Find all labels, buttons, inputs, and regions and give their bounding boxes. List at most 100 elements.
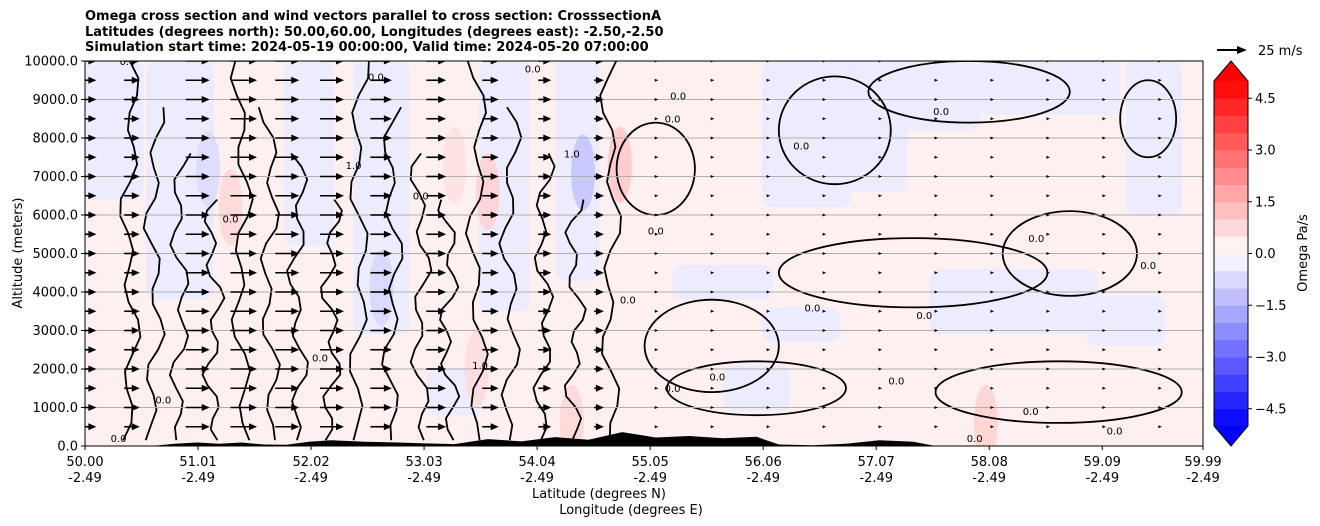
wind-vector-2-4 xyxy=(185,134,210,142)
wind-vector-6-11 xyxy=(370,269,392,277)
wind-vector-16-18 xyxy=(934,406,939,409)
colorbar-segment-7 xyxy=(1214,288,1248,306)
wind-vector-head xyxy=(878,175,883,178)
wind-vector-head xyxy=(710,232,715,236)
wind-vector-head xyxy=(766,290,771,294)
wind-vector-head xyxy=(249,384,258,392)
wind-vector-head xyxy=(438,192,447,200)
wind-vector-17-11 xyxy=(990,271,994,275)
wind-vector-head xyxy=(654,98,659,101)
wind-vector-head xyxy=(595,288,604,296)
wind-vector-11-6 xyxy=(654,175,659,178)
wind-vector-head xyxy=(1158,117,1162,121)
wind-vector-head xyxy=(131,404,140,411)
x-tick-lat-label-10: 59.99 xyxy=(1184,455,1221,470)
wind-vector-head xyxy=(878,329,883,332)
wind-vector-10-13 xyxy=(594,307,604,315)
wind-vector-11-19 xyxy=(654,425,659,429)
wind-vector-head xyxy=(990,213,994,217)
wind-vector-head xyxy=(878,406,883,409)
wind-vector-13-14 xyxy=(766,329,771,332)
wind-vector-19-19 xyxy=(1102,425,1106,429)
wind-vector-13-7 xyxy=(766,194,771,198)
wind-vector-head xyxy=(88,134,97,142)
wind-vector-1-3 xyxy=(124,115,140,123)
wind-vector-head xyxy=(543,384,552,392)
wind-vector-head xyxy=(131,365,140,373)
wind-vector-head xyxy=(490,384,499,392)
wind-vector-11-4 xyxy=(654,136,659,140)
wind-vector-head xyxy=(595,192,604,200)
wind-vector-8-15 xyxy=(482,346,499,354)
contour-label-11: 0.0 xyxy=(620,296,636,307)
wind-vector-head xyxy=(878,309,883,313)
x-tick-lon-label-8: -2.49 xyxy=(972,471,1006,486)
wind-vector-7-12 xyxy=(426,288,447,296)
wind-vector-4-13 xyxy=(275,307,300,315)
wind-vector-head xyxy=(88,115,97,123)
x-axis: 50.00-2.4951.01-2.4952.02-2.4953.03-2.49… xyxy=(66,446,1222,486)
wind-vector-3-1 xyxy=(230,76,258,84)
wind-vector-15-19 xyxy=(878,425,883,429)
wind-vector-head xyxy=(710,117,715,121)
wind-vector-5-5 xyxy=(320,153,345,161)
wind-vector-head xyxy=(766,309,771,313)
wind-vector-17-4 xyxy=(990,136,994,140)
wind-vector-head xyxy=(201,61,210,65)
wind-vector-head xyxy=(1158,367,1162,371)
wind-vector-head xyxy=(766,386,771,390)
wind-vector-12-4 xyxy=(710,136,715,140)
wind-vector-head xyxy=(934,232,939,236)
contour-label-8: 0.0 xyxy=(648,226,664,237)
wind-vector-3-5 xyxy=(230,153,258,161)
wind-vector-15-16 xyxy=(878,367,883,371)
wind-vector-head xyxy=(1046,348,1050,352)
wind-vector-head xyxy=(383,404,392,411)
quiver-key: 25 m/s xyxy=(1217,44,1303,59)
wind-vector-head xyxy=(1046,290,1050,294)
wind-vector-head xyxy=(249,404,258,411)
wind-vector-head xyxy=(88,327,97,334)
wind-vector-16-9 xyxy=(934,232,939,236)
wind-vector-7-15 xyxy=(426,346,447,354)
wind-vector-13-13 xyxy=(766,309,771,313)
omega-band-11 xyxy=(929,268,1098,335)
wind-vector-head xyxy=(291,288,300,296)
wind-vector-15-6 xyxy=(878,175,883,178)
wind-vector-head xyxy=(131,250,140,257)
wind-vector-14-19 xyxy=(822,425,827,429)
wind-vector-head xyxy=(490,211,499,219)
wind-vector-head xyxy=(88,96,97,103)
wind-vector-2-18 xyxy=(185,404,210,411)
wind-vector-head xyxy=(543,423,552,431)
wind-vector-head xyxy=(766,155,771,159)
wind-vector-head xyxy=(990,175,994,178)
x-tick-lon-label-3: -2.49 xyxy=(407,471,441,486)
wind-vector-0-14 xyxy=(85,327,97,334)
contour-line-3 xyxy=(201,198,226,441)
wind-vector-head xyxy=(654,136,659,140)
x-tick-lon-label-4: -2.49 xyxy=(520,471,554,486)
wind-vector-head xyxy=(710,194,715,198)
wind-vector-head xyxy=(543,134,552,142)
wind-vector-head xyxy=(1102,155,1106,159)
wind-vector-head xyxy=(766,367,771,371)
wind-vector-19-2 xyxy=(1102,98,1106,101)
wind-vector-head xyxy=(990,309,994,313)
wind-vector-head xyxy=(336,76,345,84)
wind-vector-head xyxy=(438,423,447,431)
wind-vector-head xyxy=(201,404,210,411)
wind-vector-head xyxy=(490,173,499,180)
wind-vector-head xyxy=(336,153,345,161)
contour-line-15 xyxy=(563,199,587,441)
wind-vector-19-7 xyxy=(1102,194,1106,198)
contour-label-22: 0.0 xyxy=(967,434,983,445)
wind-vector-18-1 xyxy=(1046,78,1050,82)
quiver-key-arrow-head xyxy=(1237,46,1247,54)
wind-vector-13-19 xyxy=(766,425,771,429)
wind-vector-head xyxy=(766,406,771,409)
wind-vector-9-6 xyxy=(538,173,552,180)
wind-vector-head xyxy=(201,96,210,103)
wind-vector-head xyxy=(383,423,392,431)
